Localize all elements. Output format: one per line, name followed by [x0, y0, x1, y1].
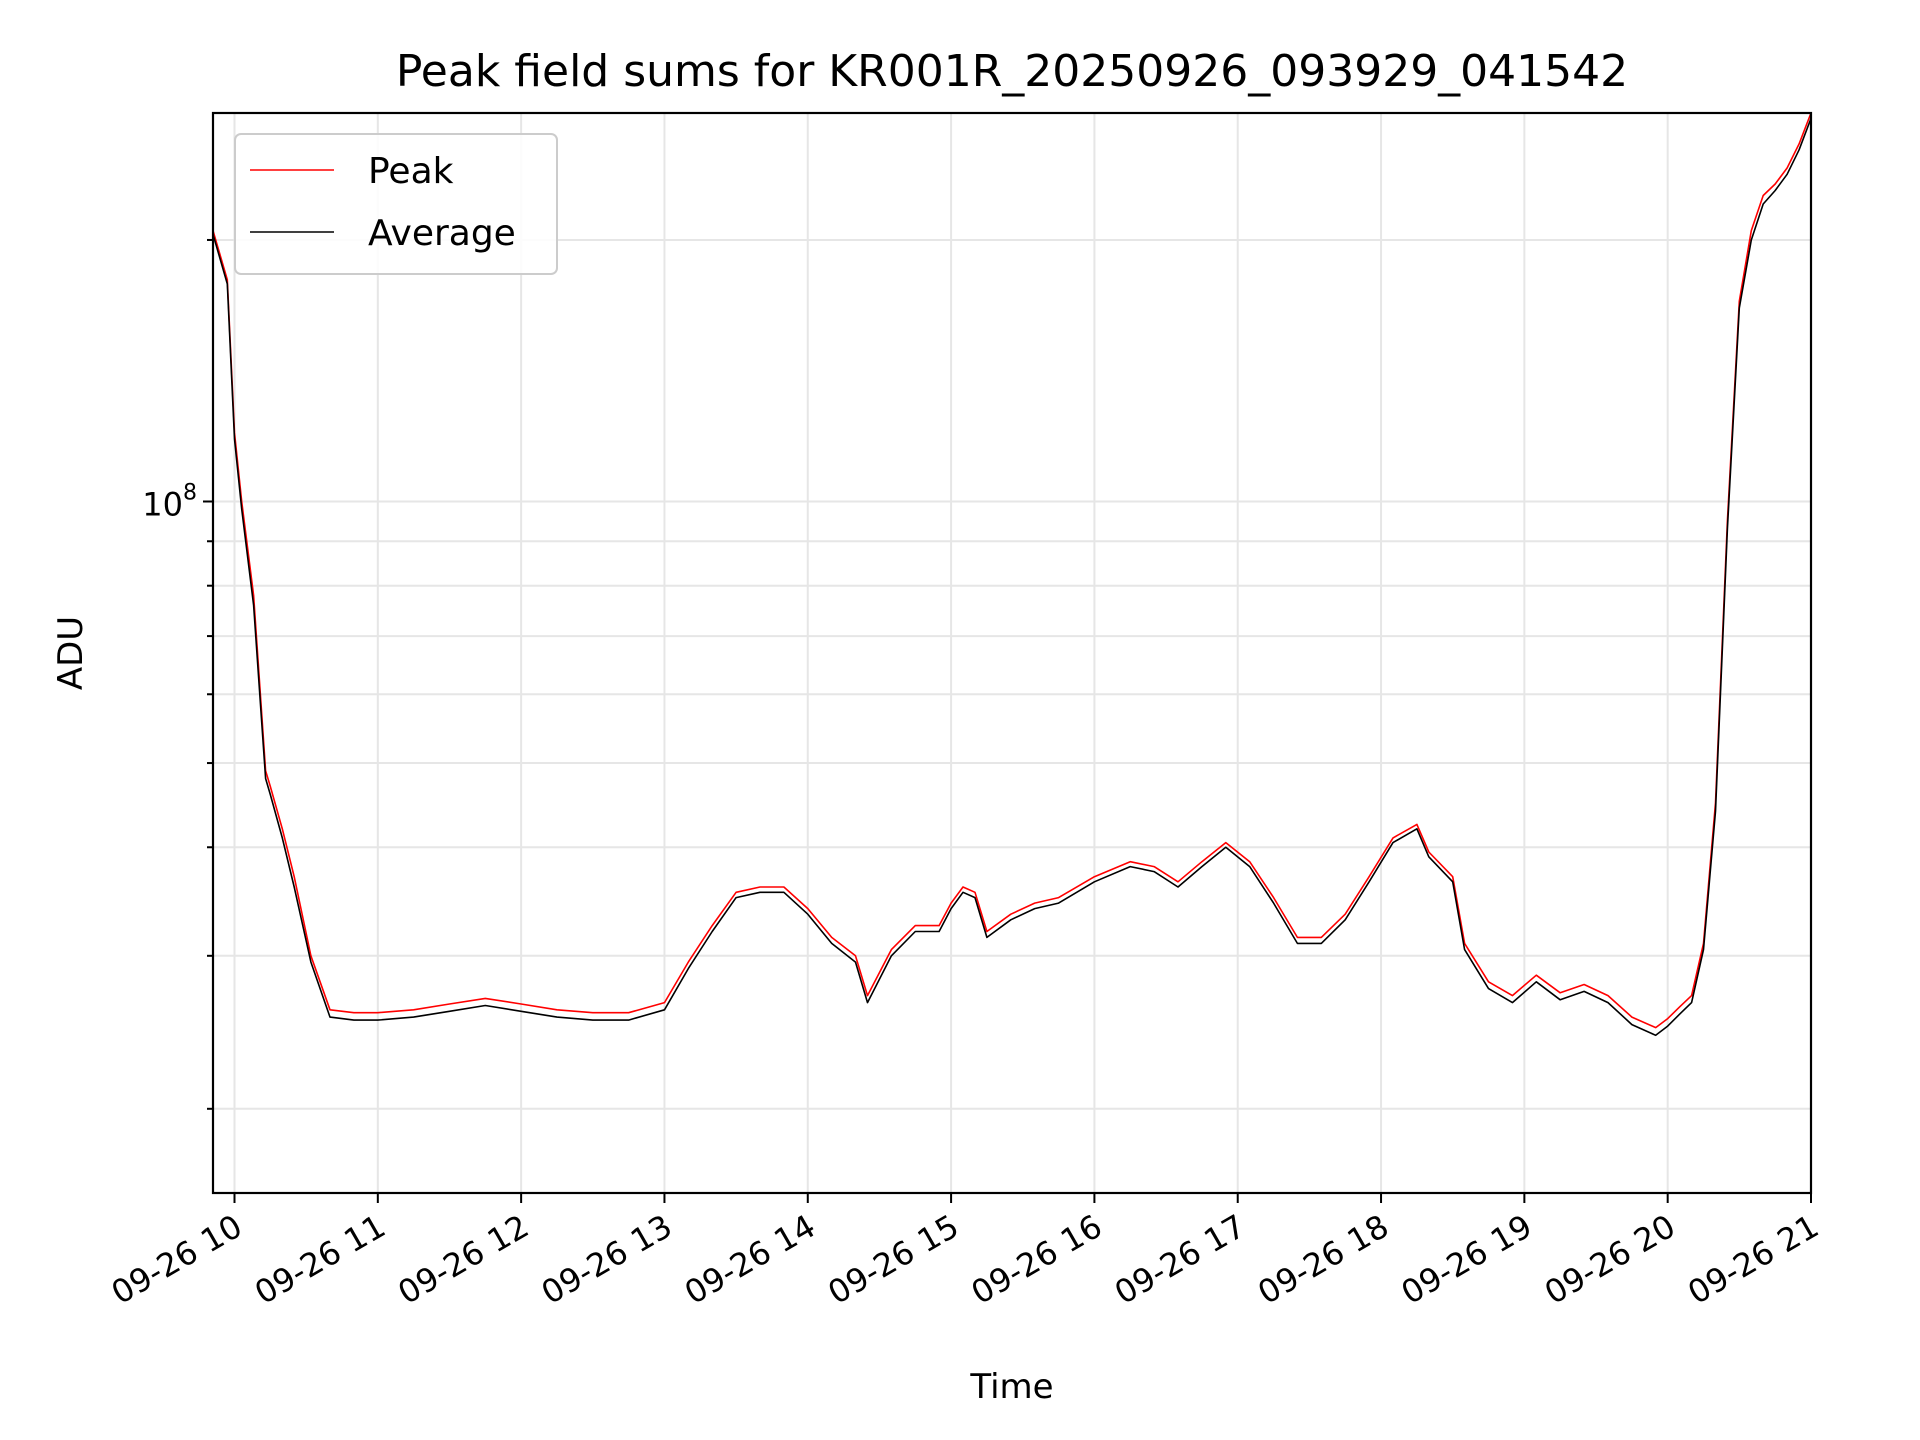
plot-frame	[211, 111, 1813, 1195]
chart-title: Peak field sums for KR001R_20250926_0939…	[396, 46, 1628, 97]
grid	[213, 113, 1811, 1193]
x-axis-label: Time	[969, 1367, 1053, 1407]
legend-label-average: Average	[368, 213, 516, 254]
series-group	[212, 112, 1812, 1037]
y-axis-label: ADU	[51, 616, 91, 690]
legend-label-peak: Peak	[368, 151, 454, 192]
series-line-peak	[212, 112, 1812, 1029]
series-line-average	[212, 118, 1812, 1037]
legend-box	[234, 133, 558, 275]
legend: Peak Average	[234, 133, 558, 275]
